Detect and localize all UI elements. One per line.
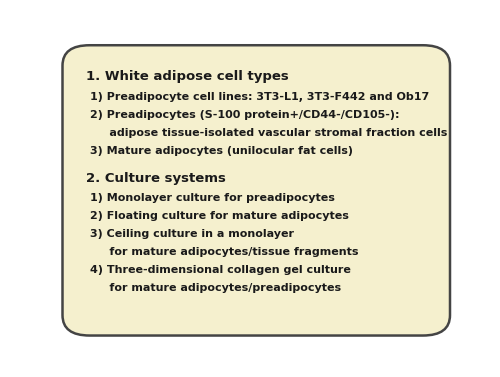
Text: for mature adipocytes/preadipocytes: for mature adipocytes/preadipocytes <box>90 283 341 293</box>
Text: adipose tissue-isolated vascular stromal fraction cells: adipose tissue-isolated vascular stromal… <box>90 128 447 138</box>
Text: 3) Mature adipocytes (unilocular fat cells): 3) Mature adipocytes (unilocular fat cel… <box>90 146 352 156</box>
Text: 2. Culture systems: 2. Culture systems <box>86 172 226 185</box>
Text: 1) Preadipocyte cell lines: 3T3-L1, 3T3-F442 and Ob17: 1) Preadipocyte cell lines: 3T3-L1, 3T3-… <box>90 92 429 102</box>
FancyBboxPatch shape <box>62 45 450 336</box>
Text: 1) Monolayer culture for preadipocytes: 1) Monolayer culture for preadipocytes <box>90 193 334 203</box>
Text: 2) Floating culture for mature adipocytes: 2) Floating culture for mature adipocyte… <box>90 211 348 221</box>
Text: 3) Ceiling culture in a monolayer: 3) Ceiling culture in a monolayer <box>90 229 294 239</box>
Text: 4) Three-dimensional collagen gel culture: 4) Three-dimensional collagen gel cultur… <box>90 265 350 275</box>
Text: 2) Preadipocytes (S-100 protein+/CD44-/CD105-):: 2) Preadipocytes (S-100 protein+/CD44-/C… <box>90 110 399 120</box>
Text: 1. White adipose cell types: 1. White adipose cell types <box>86 70 288 83</box>
Text: for mature adipocytes/tissue fragments: for mature adipocytes/tissue fragments <box>90 247 358 257</box>
